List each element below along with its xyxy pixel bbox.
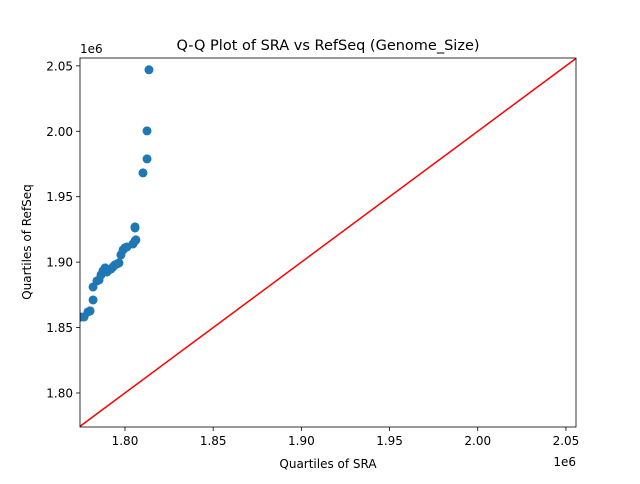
data-point: [88, 295, 98, 305]
axes-frame: [79, 57, 577, 428]
points-group: [80, 65, 154, 322]
y-tick-label: 1.90: [46, 256, 73, 270]
plot-area: 1.80 1.85 1.90 1.95 2.00 2.05 1.80 1.85 1.90 1.95…: [46, 57, 580, 448]
x-offset-label: 1e6: [553, 455, 576, 469]
y-tick-label: 1.85: [46, 321, 73, 335]
x-tick-label: 1.95: [376, 434, 403, 448]
data-point: [85, 306, 95, 316]
y-axis-label: Quartiles of RefSeq: [20, 184, 34, 300]
data-point: [130, 222, 140, 232]
x-tick-label: 2.05: [553, 434, 580, 448]
data-point: [114, 258, 124, 268]
x-axis-label: Quartiles of SRA: [279, 457, 377, 471]
y-offset-label: 1e6: [80, 42, 103, 56]
data-point: [142, 154, 152, 164]
y-tick-label: 1.95: [46, 190, 73, 204]
x-tick-label: 1.80: [112, 434, 139, 448]
data-point: [142, 126, 152, 136]
x-tick-label: 2.00: [464, 434, 491, 448]
y-tick-label: 2.00: [46, 125, 73, 139]
data-point: [144, 65, 154, 75]
x-tick-label: 1.85: [200, 434, 227, 448]
x-tick-label: 1.90: [288, 434, 315, 448]
y-tick-label: 2.05: [46, 59, 73, 73]
data-point: [131, 235, 141, 245]
y-tick-label: 1.80: [46, 386, 73, 400]
chart-title: Q-Q Plot of SRA vs RefSeq (Genome_Size): [176, 38, 479, 54]
data-point: [138, 168, 148, 178]
reference-line: [80, 58, 576, 427]
